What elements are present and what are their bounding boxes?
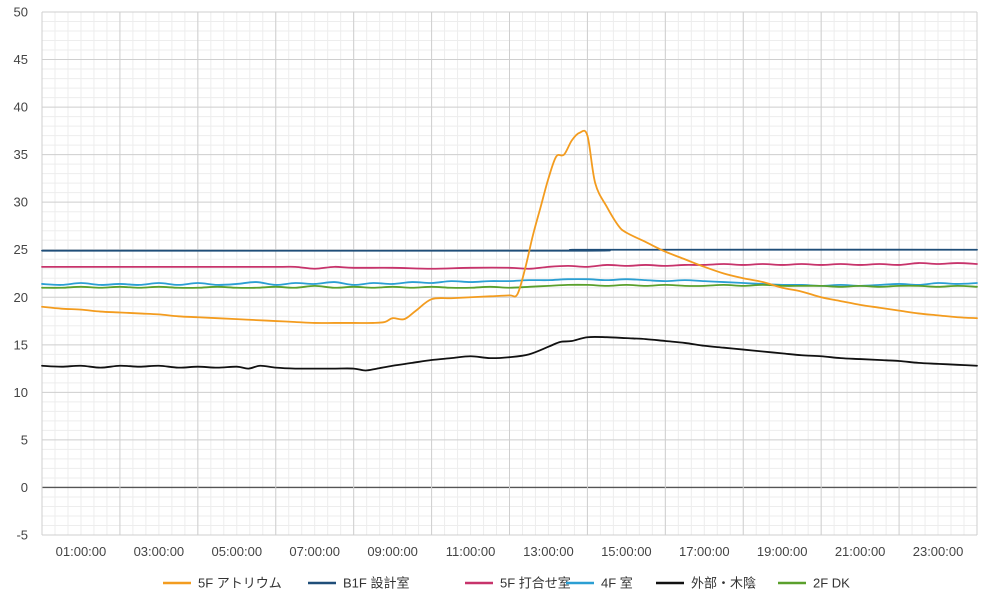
major-gridlines (41, 11, 978, 536)
legend-label: 2F DK (813, 576, 850, 591)
y-tick-label: 5 (21, 432, 28, 447)
y-tick-label: 45 (14, 52, 28, 67)
series-lines (41, 129, 978, 372)
legend-label: B1F 設計室 (343, 576, 409, 591)
legend-item: 2F DK (778, 576, 850, 591)
legend: 5F アトリウム B1F 設計室 5F 打合せ室 4F 室 外部・木陰 2F DK (163, 576, 850, 591)
y-tick-label: -5 (16, 528, 28, 543)
x-tick-label: 17:00:00 (679, 544, 730, 559)
x-axis-tick-labels: 01:00:00 03:00:00 05:00:00 07:00:00 09:00:00… (56, 544, 964, 559)
x-tick-label: 09:00:00 (367, 544, 418, 559)
y-tick-label: 10 (14, 385, 28, 400)
y-tick-label: 40 (14, 100, 28, 115)
x-tick-label: 13:00:00 (523, 544, 574, 559)
series-line-5 (41, 283, 978, 289)
series-line-2 (41, 262, 978, 270)
legend-label: 4F 室 (601, 576, 633, 591)
legend-label: 外部・木陰 (691, 576, 756, 591)
legend-item: 5F 打合せ室 (465, 576, 571, 591)
legend-item: 5F アトリウム (163, 576, 282, 591)
series-line-4 (41, 335, 978, 372)
legend-label: 5F 打合せ室 (500, 576, 571, 591)
y-tick-label: 30 (14, 195, 28, 210)
legend-item: 4F 室 (566, 576, 633, 591)
x-tick-label: 19:00:00 (757, 544, 808, 559)
x-tick-label: 11:00:00 (446, 544, 496, 559)
series-line-0 (41, 129, 978, 324)
series-line-1 (41, 248, 978, 252)
legend-item: B1F 設計室 (308, 576, 409, 591)
x-tick-label: 21:00:00 (835, 544, 886, 559)
y-tick-label: 0 (21, 480, 28, 495)
x-tick-label: 07:00:00 (289, 544, 340, 559)
y-tick-label: 25 (14, 242, 28, 257)
y-tick-label: 15 (14, 337, 28, 352)
legend-item: 外部・木陰 (656, 576, 756, 591)
legend-label: 5F アトリウム (198, 576, 282, 591)
y-tick-label: 50 (14, 5, 28, 20)
x-tick-label: 01:00:00 (56, 544, 107, 559)
y-axis-tick-labels: -5 0 5 10 15 20 25 30 35 40 45 50 (14, 5, 28, 543)
x-tick-label: 15:00:00 (601, 544, 652, 559)
x-tick-label: 03:00:00 (134, 544, 185, 559)
x-tick-label: 23:00:00 (913, 544, 964, 559)
x-tick-label: 05:00:00 (211, 544, 262, 559)
y-tick-label: 35 (14, 147, 28, 162)
y-tick-label: 20 (14, 290, 28, 305)
